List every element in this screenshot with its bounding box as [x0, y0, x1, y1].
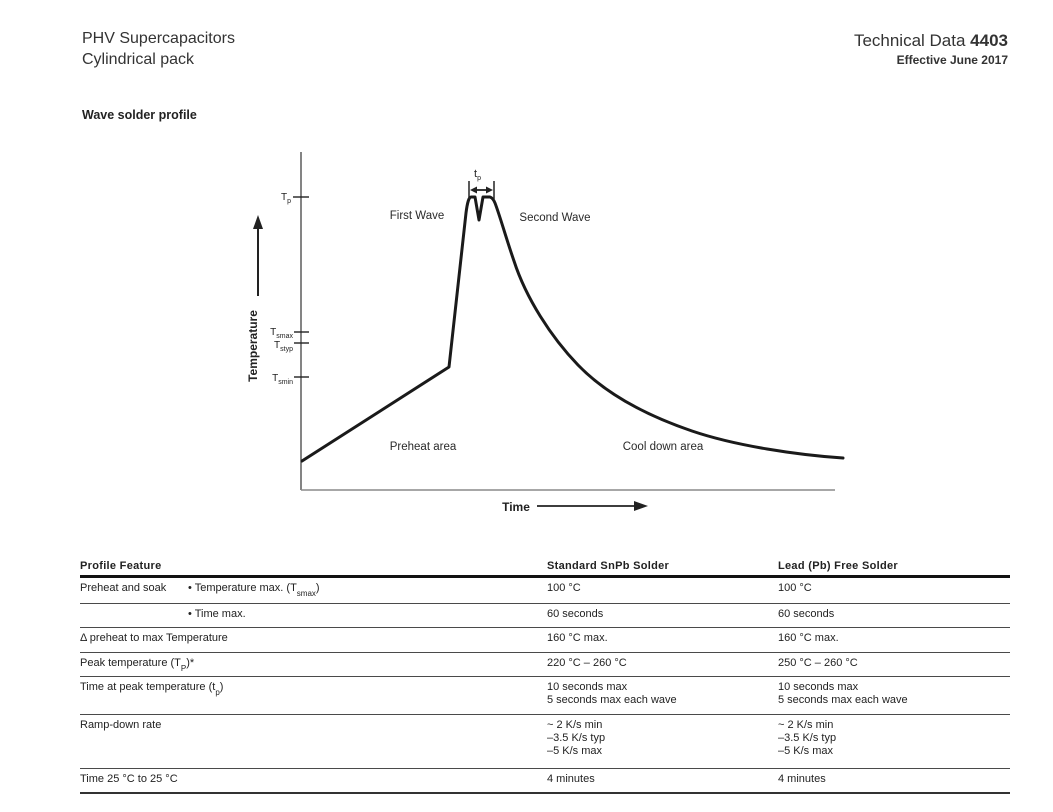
feature-text: Time at peak temperature (t — [80, 681, 216, 693]
snpb-value: ~ 2 K/s min –3.5 K/s typ –5 K/s max — [547, 715, 778, 768]
col-header-snpb: Standard SnPb Solder — [547, 560, 670, 572]
pbfree-value: 250 °C – 260 °C — [778, 657, 858, 669]
table-row: Ramp-down rate ~ 2 K/s min –3.5 K/s typ … — [80, 715, 1010, 769]
tick-label-tp: Tp — [281, 192, 291, 205]
feature-cell: Δ preheat to max Temperature — [80, 632, 228, 644]
pbfree-value: 4 minutes — [778, 773, 826, 785]
tick-label-tsmax: Tsmax — [270, 327, 293, 340]
pbfree-value: 60 seconds — [778, 608, 835, 620]
feature-text-end: ) — [219, 681, 224, 693]
snpb-value: 160 °C max. — [547, 632, 608, 644]
feature-text-end: )* — [186, 657, 195, 669]
col-header-pbfree: Lead (Pb) Free Solder — [778, 560, 898, 572]
pbfree-value: 10 seconds max 5 seconds max each wave — [778, 677, 1010, 714]
product-title-line2: Cylindrical pack — [82, 51, 195, 68]
subscript: p — [215, 688, 220, 698]
table-row: Time at peak temperature (tp) 10 seconds… — [80, 677, 1010, 715]
tp-arrowhead-left-icon — [470, 186, 477, 194]
document-info: Technical Data 4403 Effective June 2017 — [854, 31, 1008, 67]
preheat-area-label: Preheat area — [390, 441, 457, 453]
feature-cell: Peak temperature (TP)* — [80, 653, 547, 676]
y-axis-title: Temperature — [246, 310, 260, 382]
first-wave-label: First Wave — [390, 210, 445, 222]
tp-label: tp — [474, 168, 481, 182]
bullet-text: • Temperature max. (T — [188, 582, 297, 594]
doc-number: 4403 — [970, 31, 1008, 50]
product-title-line1: PHV Supercapacitors — [82, 30, 235, 47]
value-line: 5 seconds max each wave — [778, 694, 908, 706]
feature-cell: Time at peak temperature (tp) — [80, 677, 547, 714]
time-arrowhead-icon — [634, 501, 648, 511]
value-line: ~ 2 K/s min — [547, 719, 603, 731]
snpb-value: 10 seconds max 5 seconds max each wave — [547, 677, 778, 714]
tp-annotation: tp — [468, 168, 495, 199]
doc-title: Technical Data 4403 — [854, 31, 1008, 50]
pbfree-value: ~ 2 K/s min –3.5 K/s typ –5 K/s max — [778, 715, 1010, 768]
feature-cell: Ramp-down rate — [80, 719, 162, 731]
subscript: P — [180, 664, 187, 674]
subscript: smax — [296, 589, 316, 599]
table-row: Peak temperature (TP)* 220 °C – 260 °C 2… — [80, 653, 1010, 677]
value-line: –5 K/s max — [547, 745, 603, 757]
value-line: –3.5 K/s typ — [778, 732, 837, 744]
value-line: –5 K/s max — [778, 745, 834, 757]
value-line: –3.5 K/s typ — [547, 732, 606, 744]
profile-curve — [300, 195, 845, 463]
snpb-value: 4 minutes — [547, 773, 595, 785]
temperature-arrowhead-icon — [253, 215, 263, 229]
table-row: • Time max. 60 seconds 60 seconds — [80, 604, 1010, 628]
doc-title-text: Technical Data — [853, 31, 971, 50]
pbfree-value: 160 °C max. — [778, 632, 839, 644]
cool-down-area-label: Cool down area — [623, 441, 704, 453]
table-row: Time 25 °C to 25 °C 4 minutes 4 minutes — [80, 769, 1010, 794]
y-axis-ticks — [293, 196, 309, 378]
effective-date: Effective June 2017 — [896, 53, 1008, 67]
second-wave-label: Second Wave — [519, 212, 590, 224]
x-axis-title: Time — [502, 500, 530, 514]
table-header-row: Profile Feature Standard SnPb Solder Lea… — [80, 556, 1010, 578]
snpb-value: 100 °C — [547, 582, 581, 594]
value-line: 5 seconds max each wave — [547, 694, 677, 706]
table-row: Δ preheat to max Temperature 160 °C max.… — [80, 628, 1010, 653]
tick-label-tsmin: Tsmin — [272, 373, 293, 386]
col-header-feature: Profile Feature — [80, 560, 162, 572]
feature-bullet-cell: • Temperature max. (Tsmax) — [186, 578, 547, 603]
profile-table: Profile Feature Standard SnPb Solder Lea… — [80, 556, 1010, 794]
feature-bullet-cell: • Time max. — [188, 608, 246, 620]
feature-cell: Preheat and soak — [80, 582, 167, 594]
value-line: 10 seconds max — [778, 681, 859, 693]
product-title: PHV Supercapacitors Cylindrical pack — [82, 28, 235, 70]
bullet-text-end: ) — [315, 582, 320, 594]
value-line: ~ 2 K/s min — [778, 719, 834, 731]
section-title: Wave solder profile — [82, 108, 197, 122]
tp-arrowhead-right-icon — [486, 186, 493, 194]
feature-cell — [80, 604, 186, 627]
feature-cell: Time 25 °C to 25 °C — [80, 773, 178, 785]
table-row: Preheat and soak • Temperature max. (Tsm… — [80, 578, 1010, 604]
snpb-value: 60 seconds — [547, 608, 604, 620]
tick-label-tstyp: Tstyp — [274, 340, 293, 353]
feature-text: Peak temperature (T — [80, 657, 181, 669]
wave-solder-profile-chart: Tp Tsmax Tstyp Tsmin Temperature tp Firs… — [246, 152, 845, 514]
value-line: 10 seconds max — [547, 681, 628, 693]
pbfree-value: 100 °C — [778, 582, 812, 594]
snpb-value: 220 °C – 260 °C — [547, 657, 627, 669]
